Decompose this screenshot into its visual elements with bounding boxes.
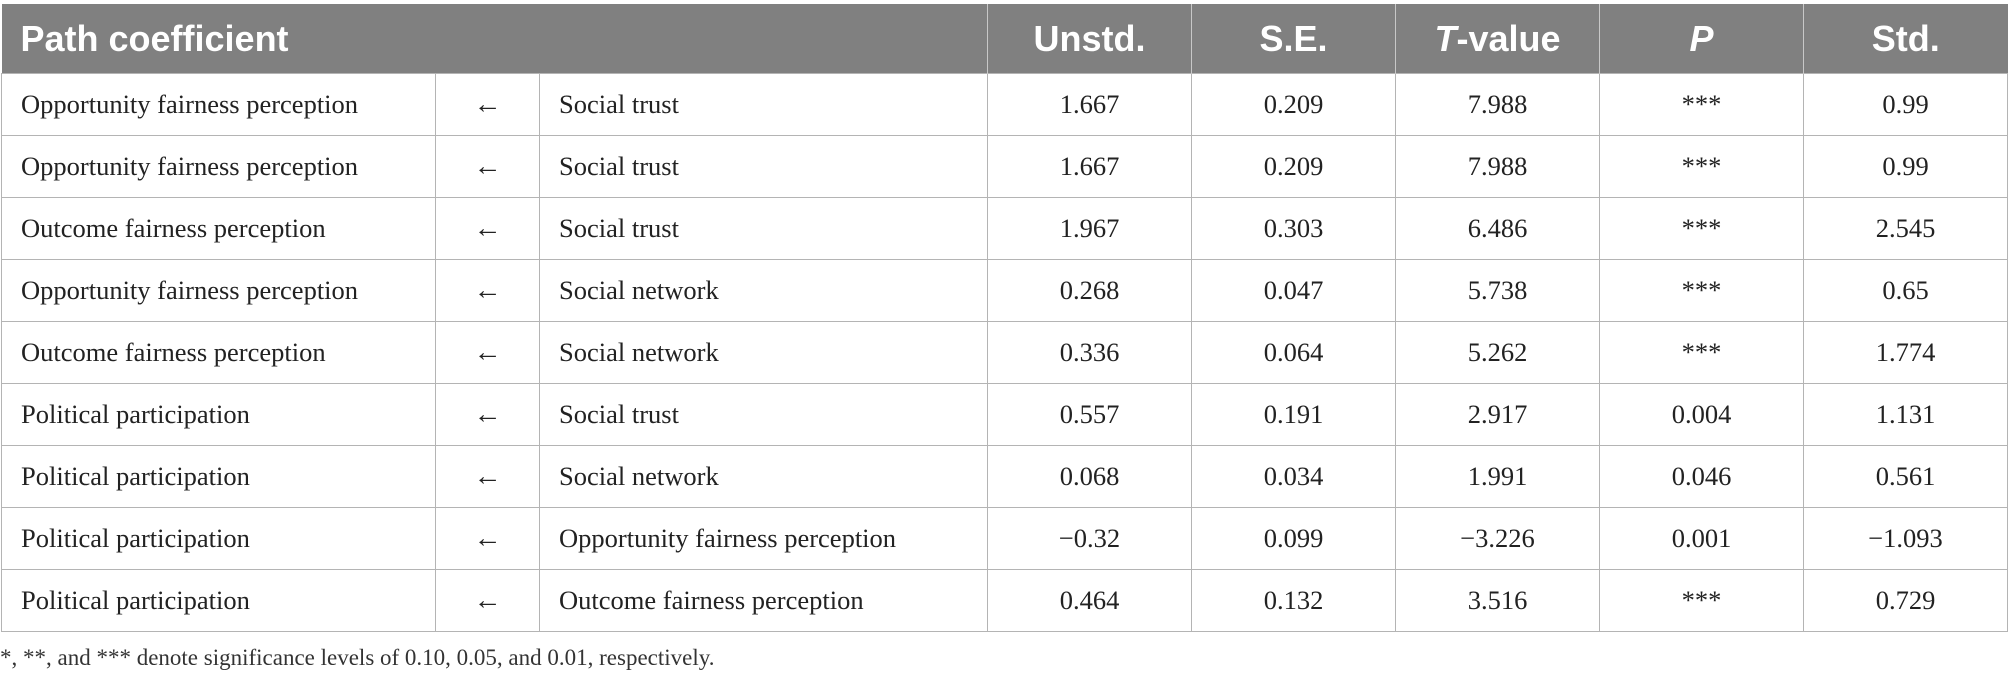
- std-cell: 2.545: [1803, 197, 2008, 260]
- p-value-cell: ***: [1599, 259, 1805, 322]
- arrow-cell: ←: [435, 321, 540, 384]
- t-value-cell: 5.262: [1395, 321, 1601, 384]
- table-body: Opportunity fairness perception ← Social t…: [1, 73, 2008, 632]
- dependent-variable-cell: Political participation: [1, 383, 436, 446]
- arrow-cell: ←: [435, 507, 540, 570]
- unstd-cell: 0.068: [987, 445, 1193, 508]
- independent-variable-cell: Social trust: [538, 135, 989, 198]
- dependent-variable-cell: Opportunity fairness perception: [1, 259, 436, 322]
- t-value-cell: 3.516: [1395, 569, 1601, 632]
- dependent-variable-cell: Outcome fairness perception: [1, 321, 436, 384]
- header-p-italic: P: [1689, 17, 1714, 59]
- table-row: Political participation ← Outcome fairness…: [1, 569, 2008, 632]
- unstd-cell: 0.336: [987, 321, 1193, 384]
- std-cell: 0.729: [1803, 569, 2008, 632]
- path-coefficient-table: Path coefficient Unstd. S.E. T-value P S…: [1, 4, 2008, 632]
- std-cell: 0.65: [1803, 259, 2008, 322]
- se-cell: 0.132: [1191, 569, 1397, 632]
- table-row: Opportunity fairness perception ← Social t…: [1, 73, 2008, 136]
- arrow-cell: ←: [435, 73, 540, 136]
- unstd-cell: 1.667: [987, 73, 1193, 136]
- independent-variable-cell: Outcome fairness perception: [538, 569, 989, 632]
- t-value-cell: 7.988: [1395, 135, 1601, 198]
- unstd-cell: 1.967: [987, 197, 1193, 260]
- header-path-coefficient: Path coefficient: [1, 4, 989, 74]
- std-cell: 1.131: [1803, 383, 2008, 446]
- unstd-cell: 1.667: [987, 135, 1193, 198]
- header-t-value: T-value: [1395, 4, 1601, 74]
- independent-variable-cell: Social trust: [538, 197, 989, 260]
- header-t-rest: -value: [1456, 17, 1561, 59]
- t-value-cell: 5.738: [1395, 259, 1601, 322]
- table-row: Outcome fairness perception ← Social trust…: [1, 197, 2008, 260]
- arrow-cell: ←: [435, 135, 540, 198]
- independent-variable-cell: Social trust: [538, 383, 989, 446]
- se-cell: 0.191: [1191, 383, 1397, 446]
- table-row: Opportunity fairness perception ← Social t…: [1, 135, 2008, 198]
- dependent-variable-cell: Opportunity fairness perception: [1, 135, 436, 198]
- p-value-cell: ***: [1599, 135, 1805, 198]
- t-value-cell: 1.991: [1395, 445, 1601, 508]
- p-value-cell: 0.046: [1599, 445, 1805, 508]
- se-cell: 0.209: [1191, 73, 1397, 136]
- arrow-cell: ←: [435, 569, 540, 632]
- arrow-cell: ←: [435, 445, 540, 508]
- arrow-cell: ←: [435, 383, 540, 446]
- unstd-cell: −0.32: [987, 507, 1193, 570]
- dependent-variable-cell: Political participation: [1, 569, 436, 632]
- header-unstd: Unstd.: [987, 4, 1193, 74]
- dependent-variable-cell: Political participation: [1, 507, 436, 570]
- table-row: Political participation ← Social network 0.…: [1, 445, 2008, 508]
- table-row: Political participation ← Social trust 0.55…: [1, 383, 2008, 446]
- se-cell: 0.099: [1191, 507, 1397, 570]
- p-value-cell: 0.004: [1599, 383, 1805, 446]
- t-value-cell: 7.988: [1395, 73, 1601, 136]
- p-value-cell: ***: [1599, 73, 1805, 136]
- se-cell: 0.047: [1191, 259, 1397, 322]
- p-value-cell: ***: [1599, 569, 1805, 632]
- se-cell: 0.034: [1191, 445, 1397, 508]
- table-row: Outcome fairness perception ← Social netwo…: [1, 321, 2008, 384]
- independent-variable-cell: Social network: [538, 259, 989, 322]
- header-row: Path coefficient Unstd. S.E. T-value P S…: [1, 4, 2008, 74]
- unstd-cell: 0.268: [987, 259, 1193, 322]
- dependent-variable-cell: Political participation: [1, 445, 436, 508]
- header-t-italic: T: [1434, 17, 1457, 59]
- se-cell: 0.209: [1191, 135, 1397, 198]
- independent-variable-cell: Social network: [538, 445, 989, 508]
- dependent-variable-cell: Outcome fairness perception: [1, 197, 436, 260]
- table-footnote: *, **, and *** denote significance level…: [0, 645, 715, 670]
- t-value-cell: 2.917: [1395, 383, 1601, 446]
- arrow-cell: ←: [435, 197, 540, 260]
- std-cell: 0.99: [1803, 73, 2008, 136]
- t-value-cell: 6.486: [1395, 197, 1601, 260]
- p-value-cell: ***: [1599, 197, 1805, 260]
- header-p: P: [1599, 4, 1805, 74]
- t-value-cell: −3.226: [1395, 507, 1601, 570]
- table-row: Political participation ← Opportunity fair…: [1, 507, 2008, 570]
- independent-variable-cell: Social network: [538, 321, 989, 384]
- std-cell: 0.99: [1803, 135, 2008, 198]
- dependent-variable-cell: Opportunity fairness perception: [1, 73, 436, 136]
- p-value-cell: 0.001: [1599, 507, 1805, 570]
- std-cell: 1.774: [1803, 321, 2008, 384]
- std-cell: −1.093: [1803, 507, 2008, 570]
- table-row: Opportunity fairness perception ← Social n…: [1, 259, 2008, 322]
- unstd-cell: 0.557: [987, 383, 1193, 446]
- header-std: Std.: [1803, 4, 2008, 74]
- std-cell: 0.561: [1803, 445, 2008, 508]
- se-cell: 0.303: [1191, 197, 1397, 260]
- p-value-cell: ***: [1599, 321, 1805, 384]
- independent-variable-cell: Opportunity fairness perception: [538, 507, 989, 570]
- independent-variable-cell: Social trust: [538, 73, 989, 136]
- se-cell: 0.064: [1191, 321, 1397, 384]
- arrow-cell: ←: [435, 259, 540, 322]
- unstd-cell: 0.464: [987, 569, 1193, 632]
- header-se: S.E.: [1191, 4, 1397, 74]
